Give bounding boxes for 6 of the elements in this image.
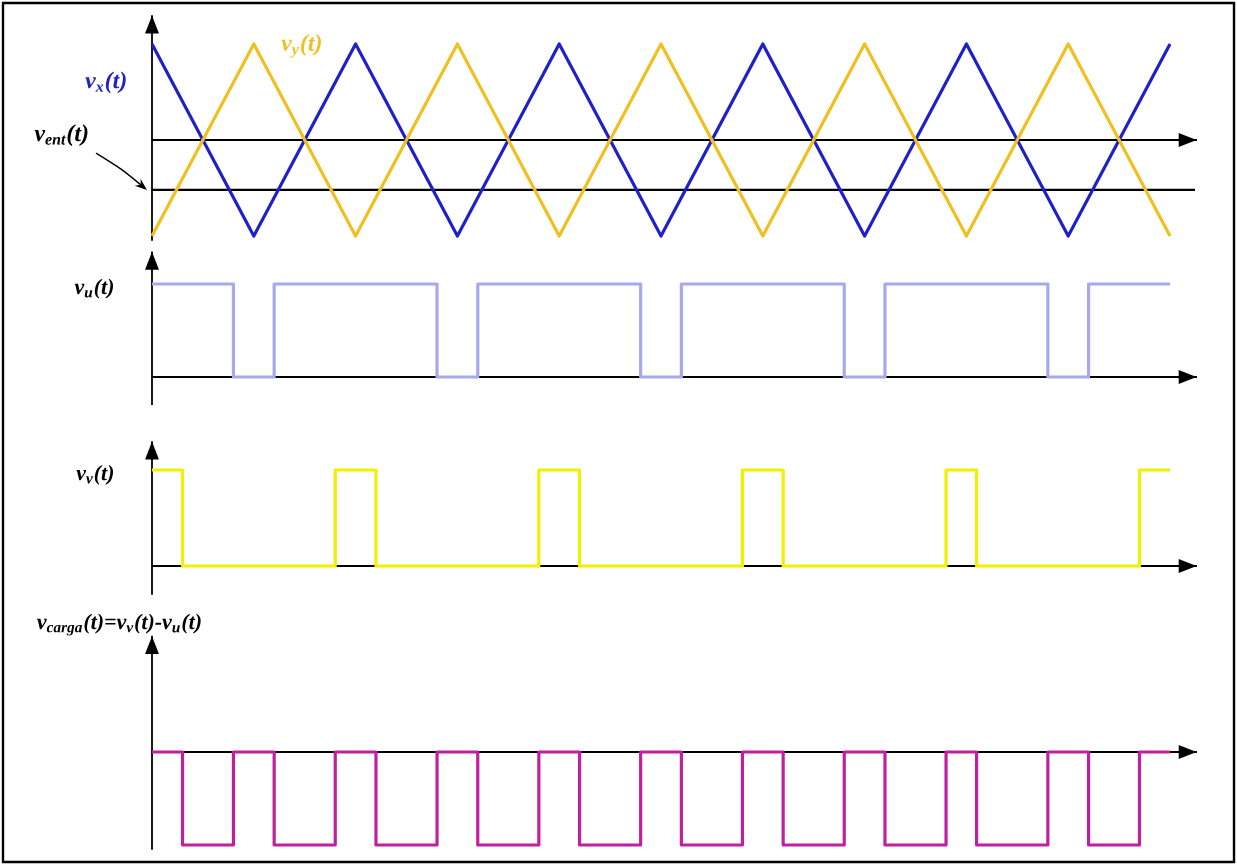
y-axis-title: v$_{carga}$(t)=v$_{v}$(t)-v$_{u}$(t) [37, 613, 201, 636]
ref-line-label: v$_{ent}$(t) [34, 124, 88, 147]
series-label: v$_{x}$(t) [85, 71, 126, 94]
series-label: v$_{y}$(t) [281, 34, 321, 58]
y-axis-title: v$_{v}$(t) [76, 464, 114, 485]
y-axis-title: v$_{u}$(t) [74, 278, 114, 299]
